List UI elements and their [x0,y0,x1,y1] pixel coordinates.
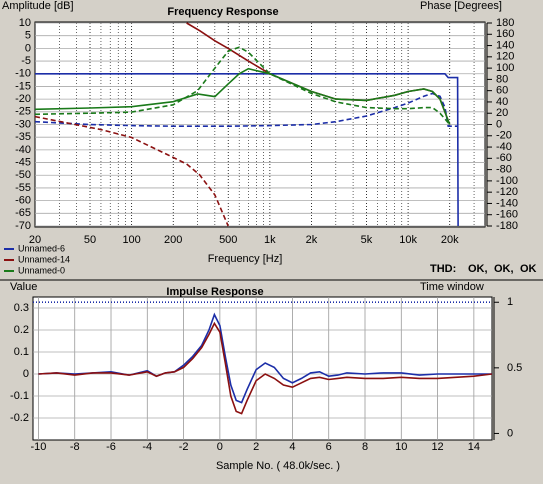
y2-tick-label: 180 [496,17,514,29]
plot-area [32,296,493,441]
phase-line [35,92,459,127]
y-tick-label: -25 [15,106,31,118]
y-tick-label: 0.2 [14,324,29,336]
y-tick-label: -55 [15,182,31,194]
x-tick-label: 6 [326,441,332,453]
y-tick-label: 0 [23,368,29,380]
y-tick-label: -45 [15,156,31,168]
y-tick-label: -65 [15,207,31,219]
x-tick-label: 20k [441,234,459,246]
y2-tick-label: -160 [496,209,518,221]
y-tick-label: -0.2 [10,412,29,424]
y2-tick-label: 0 [496,118,502,130]
x-tick-label: -10 [30,441,46,453]
x-tick-label: 2 [253,441,259,453]
y2-tick-label: 40 [496,96,508,108]
x-tick-label: 50 [84,234,96,246]
y-tick-label: -35 [15,131,31,143]
legend-label: Unnamed-14 [18,254,70,264]
phase-line [35,46,451,126]
y2-tick-label: 0.5 [507,362,522,374]
legend-label: Unnamed-6 [18,243,65,253]
x-tick-label: 10k [399,234,417,246]
y2-tick-label: -100 [496,175,518,187]
y2-tick-label: 20 [496,107,508,119]
x-tick-label: 5k [361,234,373,246]
y2-tick-label: 120 [496,51,514,63]
x-tick-label: 20 [29,234,41,246]
y-tick-label: 0.3 [14,302,29,314]
y-tick-label: 5 [25,30,31,42]
y2-tick-label: 160 [496,28,514,40]
x-tick-label: -2 [179,441,189,453]
x-tick-label: 1k [264,234,276,246]
x-tick-label: 200 [164,234,182,246]
y-tick-label: -10 [15,68,31,80]
y2-tick-label: 80 [496,73,508,85]
y-tick-label: -0.1 [10,390,29,402]
thd-status: OK, [494,263,514,275]
y2-tick-label: 60 [496,85,508,97]
x-tick-label: -6 [106,441,116,453]
y-tick-label: 0 [25,42,31,54]
y2-tick-label: -80 [496,164,512,176]
thd-label: THD: [430,263,456,275]
y2-tick-label: 140 [496,39,514,51]
y-tick-label: 10 [19,17,31,29]
y-tick-label: -60 [15,195,31,207]
y-tick-label: -50 [15,169,31,181]
y2-tick-label: 0 [507,427,513,439]
y2-tick-label: -120 [496,186,518,198]
y-axis-label: Value [10,281,37,293]
y-tick-label: -5 [21,55,31,67]
x-tick-label: 12 [431,441,443,453]
x-axis-label: Sample No. ( 48.0k/sec. ) [216,460,340,472]
x-tick-label: 100 [122,234,140,246]
y2-axis-label: Time window [420,281,484,293]
y2-tick-label: -60 [496,152,512,164]
x-tick-label: -8 [70,441,80,453]
y2-tick-label: -140 [496,197,518,209]
y-axis-label: Amplitude [dB] [2,0,74,12]
chart-title: Frequency Response [167,6,278,18]
y2-tick-label: 1 [507,296,513,308]
x-tick-label: 8 [362,441,368,453]
y-tick-label: 0.1 [14,346,29,358]
series-line [35,67,451,125]
thd-status: OK [520,263,537,275]
x-axis-label: Frequency [Hz] [208,253,283,265]
y2-tick-label: 100 [496,62,514,74]
x-tick-label: 2k [306,234,318,246]
thd-status: OK, [468,263,488,275]
y2-axis-label: Phase [Degrees] [420,0,502,12]
x-tick-label: 0 [217,441,223,453]
series-line [35,73,459,227]
y-tick-label: -30 [15,118,31,130]
y-tick-label: -15 [15,80,31,92]
y2-tick-label: -20 [496,130,512,142]
x-tick-label: 4 [289,441,295,453]
chart-title: Impulse Response [166,286,263,298]
x-tick-label: 14 [468,441,480,453]
x-tick-label: 10 [395,441,407,453]
x-tick-label: -4 [142,441,152,453]
legend-label: Unnamed-0 [18,265,65,275]
phase-line [35,115,229,227]
y2-tick-label: -40 [496,141,512,153]
y-tick-label: -40 [15,144,31,156]
y-tick-label: -70 [15,220,31,232]
y-tick-label: -20 [15,93,31,105]
x-tick-label: 500 [219,234,237,246]
y2-tick-label: -180 [496,220,518,232]
series-line [38,321,492,415]
